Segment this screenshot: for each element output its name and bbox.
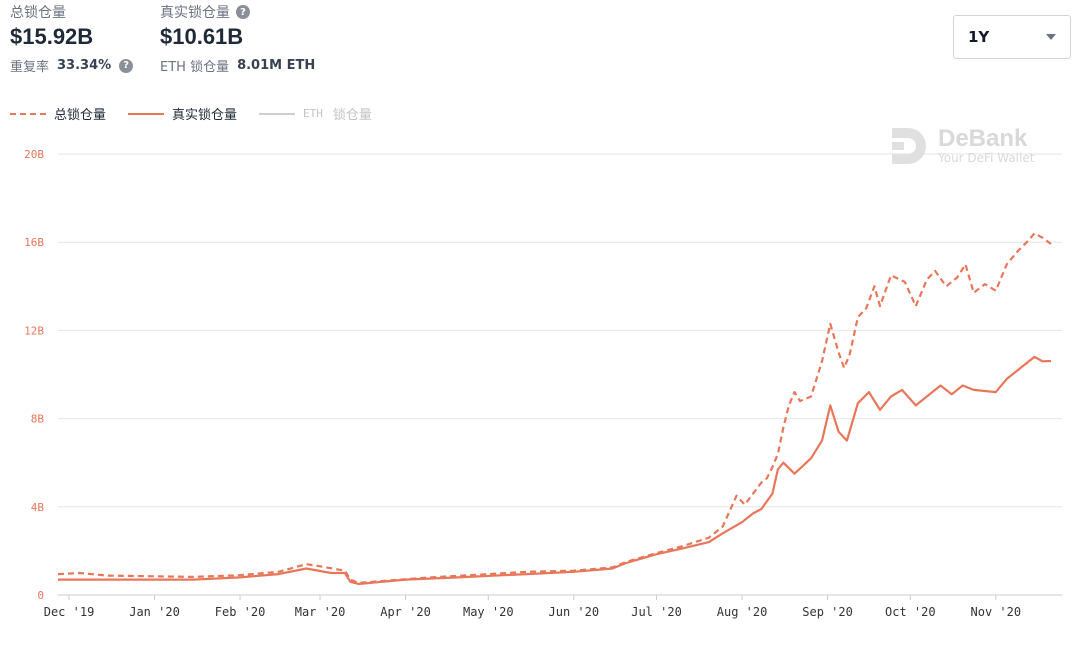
legend-item-total-tvl[interactable]: 总锁仓量 (10, 104, 106, 123)
y-tick-label: 20B (24, 148, 44, 161)
time-range-select[interactable]: 1Y (953, 15, 1071, 59)
x-tick-label: Jul '20 (631, 605, 682, 619)
total-tvl-value: $15.92B (10, 24, 94, 49)
y-tick-label: 12B (24, 324, 44, 337)
duplicate-rate-value: 33.34% (57, 58, 112, 73)
series-line-real-tvl (58, 355, 1052, 586)
y-tick-label: 0 (37, 589, 44, 602)
y-tick-label: 16B (24, 236, 44, 249)
x-tick-label: Apr '20 (380, 605, 431, 619)
x-tick-label: Jun '20 (549, 605, 600, 619)
legend-item-eth-tvl[interactable]: ETH 锁仓量 (259, 104, 372, 123)
duplicate-rate: 重复率 33.34% ? (10, 56, 134, 75)
chart-legend: 总锁仓量 真实锁仓量 ETH 锁仓量 (10, 104, 372, 123)
help-icon[interactable]: ? (236, 5, 250, 19)
real-tvl-stat: 真实锁仓量 ? $10.61B ETH 锁仓量 8.01M ETH (160, 2, 315, 75)
x-tick-label: May '20 (463, 605, 514, 619)
x-tick-label: Feb '20 (215, 605, 266, 619)
legend-label: 真实锁仓量 (172, 108, 238, 123)
real-tvl-label: 真实锁仓量 (160, 5, 230, 21)
total-tvl-label: 总锁仓量 (10, 5, 66, 21)
legend-label: 锁仓量 (332, 108, 372, 123)
x-tick-label: Nov '20 (971, 605, 1022, 619)
x-tick-label: Sep '20 (802, 605, 853, 619)
watermark-subtitle: Your DeFi Wallet (938, 151, 1035, 165)
x-tick-label: Jan '20 (129, 605, 180, 619)
watermark-text: DeBank Your DeFi Wallet (938, 125, 1035, 166)
time-range-value: 1Y (968, 28, 990, 46)
legend-prefix: ETH (303, 107, 323, 120)
eth-locked-label: ETH 锁仓量 (160, 60, 230, 75)
x-tick-label: Oct '20 (885, 605, 936, 619)
x-tick-label: Dec '19 (44, 605, 95, 619)
series-line-total-tvl (57, 232, 1052, 584)
real-tvl-label-row: 真实锁仓量 ? (160, 2, 315, 22)
x-tick-label: Mar '20 (295, 605, 346, 619)
watermark-title: DeBank (938, 125, 1028, 152)
help-icon[interactable]: ? (119, 58, 134, 73)
dashed-line-swatch (10, 112, 46, 115)
debank-logo-icon (892, 128, 926, 164)
real-tvl-value: $10.61B (160, 24, 244, 49)
eth-locked-value: 8.01M ETH (237, 58, 316, 73)
total-tvl-stat: 总锁仓量 $15.92B 重复率 33.34% ? (10, 2, 134, 75)
solid-line-swatch (128, 112, 165, 115)
eth-locked: ETH 锁仓量 8.01M ETH (160, 56, 315, 75)
y-tick-label: 8B (31, 413, 45, 426)
legend-label: 总锁仓量 (54, 108, 107, 123)
y-tick-label: 4B (31, 501, 45, 514)
duplicate-rate-label: 重复率 (10, 60, 50, 75)
chevron-down-icon (1046, 34, 1056, 40)
grey-line-swatch (259, 112, 296, 115)
x-tick-label: Aug '20 (717, 605, 768, 619)
debank-watermark: DeBank Your DeFi Wallet (890, 126, 1034, 166)
legend-item-real-tvl[interactable]: 真实锁仓量 (128, 104, 237, 123)
